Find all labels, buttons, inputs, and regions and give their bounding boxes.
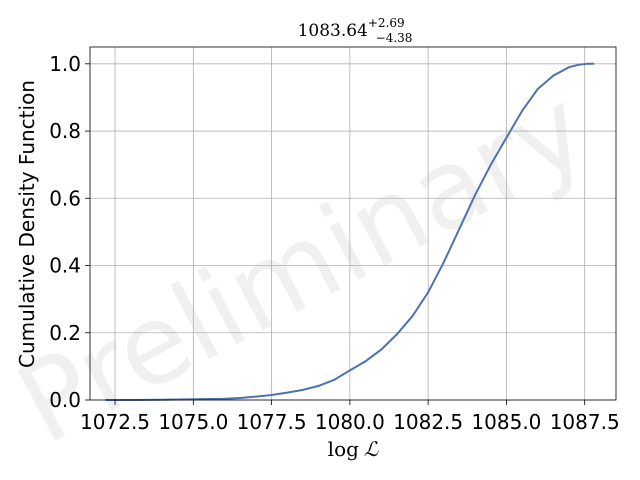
watermark-text: Preliminary xyxy=(0,64,606,469)
x-tick-label: 1077.5 xyxy=(237,410,307,434)
y-tick-label: 0.4 xyxy=(49,254,81,278)
y-tick-label: 0.0 xyxy=(49,388,81,412)
x-tick-label: 1082.5 xyxy=(393,410,463,434)
x-axis-label-symbol: ℒ xyxy=(364,437,379,461)
x-tick-label: 1080.0 xyxy=(315,410,385,434)
x-tick-label: 1075.0 xyxy=(158,410,228,434)
y-tick-label: 0.8 xyxy=(49,119,81,143)
x-tick-label: 1085.0 xyxy=(471,410,541,434)
y-tick-label: 0.6 xyxy=(49,186,81,210)
y-tick-label: 0.2 xyxy=(49,321,81,345)
title-subscript: −4.38 xyxy=(376,31,413,45)
x-tick-label: 1072.5 xyxy=(80,410,150,434)
x-tick-label: 1087.5 xyxy=(550,410,620,434)
plot-frame xyxy=(89,46,617,401)
title-superscript: +2.69 xyxy=(368,16,405,30)
y-tick-label: 1.0 xyxy=(49,52,81,76)
y-axis-label: Cumulative Density Function xyxy=(15,80,39,368)
grid-lines xyxy=(90,47,616,401)
cdf-series-line xyxy=(105,62,595,401)
x-axis-label: log ℒ xyxy=(328,437,379,461)
axis-ticks: 1072.5 1075.0 1077.5 1080.0 1082.5 1085.0 1087… xyxy=(49,52,619,434)
chart-title: 1083.64+2.69 −4.38 xyxy=(298,16,413,45)
title-value: 1083.64 xyxy=(298,21,368,41)
x-axis-label-prefix: log xyxy=(328,437,359,461)
